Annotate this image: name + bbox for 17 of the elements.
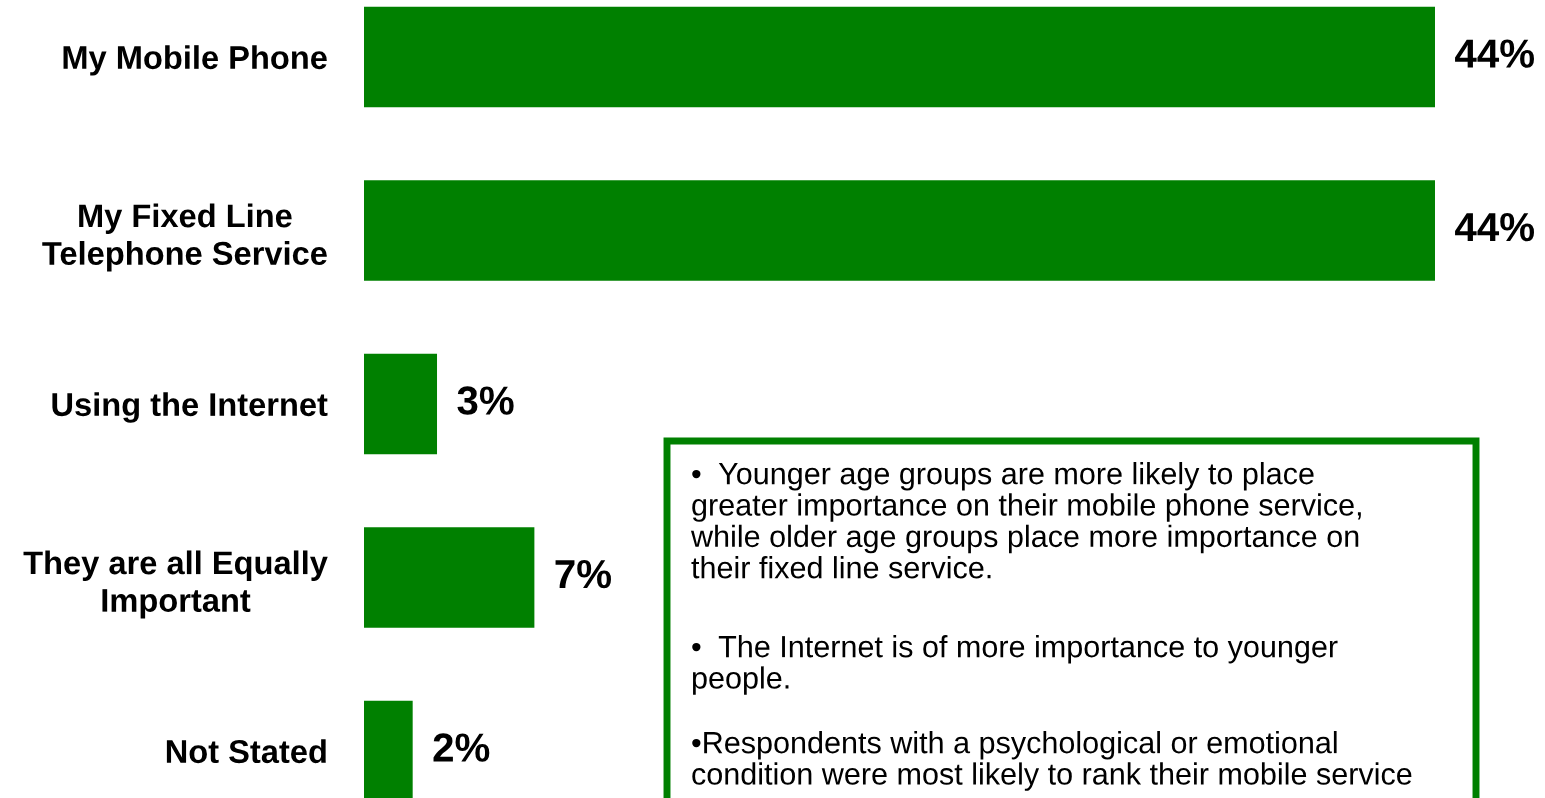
y-tick-label: Not Stated [166, 739, 326, 764]
annotation: • Younger age groups are more likely to place greater importance on their mobile phone service, while older age groups place more importance on their fixed line service. [690, 462, 1361, 579]
y-tick-label: Using the Internet [52, 392, 328, 423]
data-label: 3% [457, 386, 514, 415]
bar [364, 527, 535, 628]
annotation: • The Internet is of more importance to younger people. [692, 635, 1338, 695]
data-label: 44% [1455, 212, 1534, 242]
data-label: 44% [1455, 39, 1534, 68]
y-tick-label: My Fixed Line Telephone Service [42, 203, 327, 272]
bar [364, 180, 1435, 281]
data-label: 7% [555, 559, 611, 589]
annotation: •Respondents with a psychological or emotional condition were most likely to rank their mobile service [692, 731, 1412, 791]
data-label: 2% [433, 733, 490, 762]
bar [364, 353, 438, 455]
bar [364, 6, 1435, 108]
y-tick-label: They are all Equally Important [23, 550, 328, 619]
y-tick-label: My Mobile Phone [63, 45, 327, 76]
